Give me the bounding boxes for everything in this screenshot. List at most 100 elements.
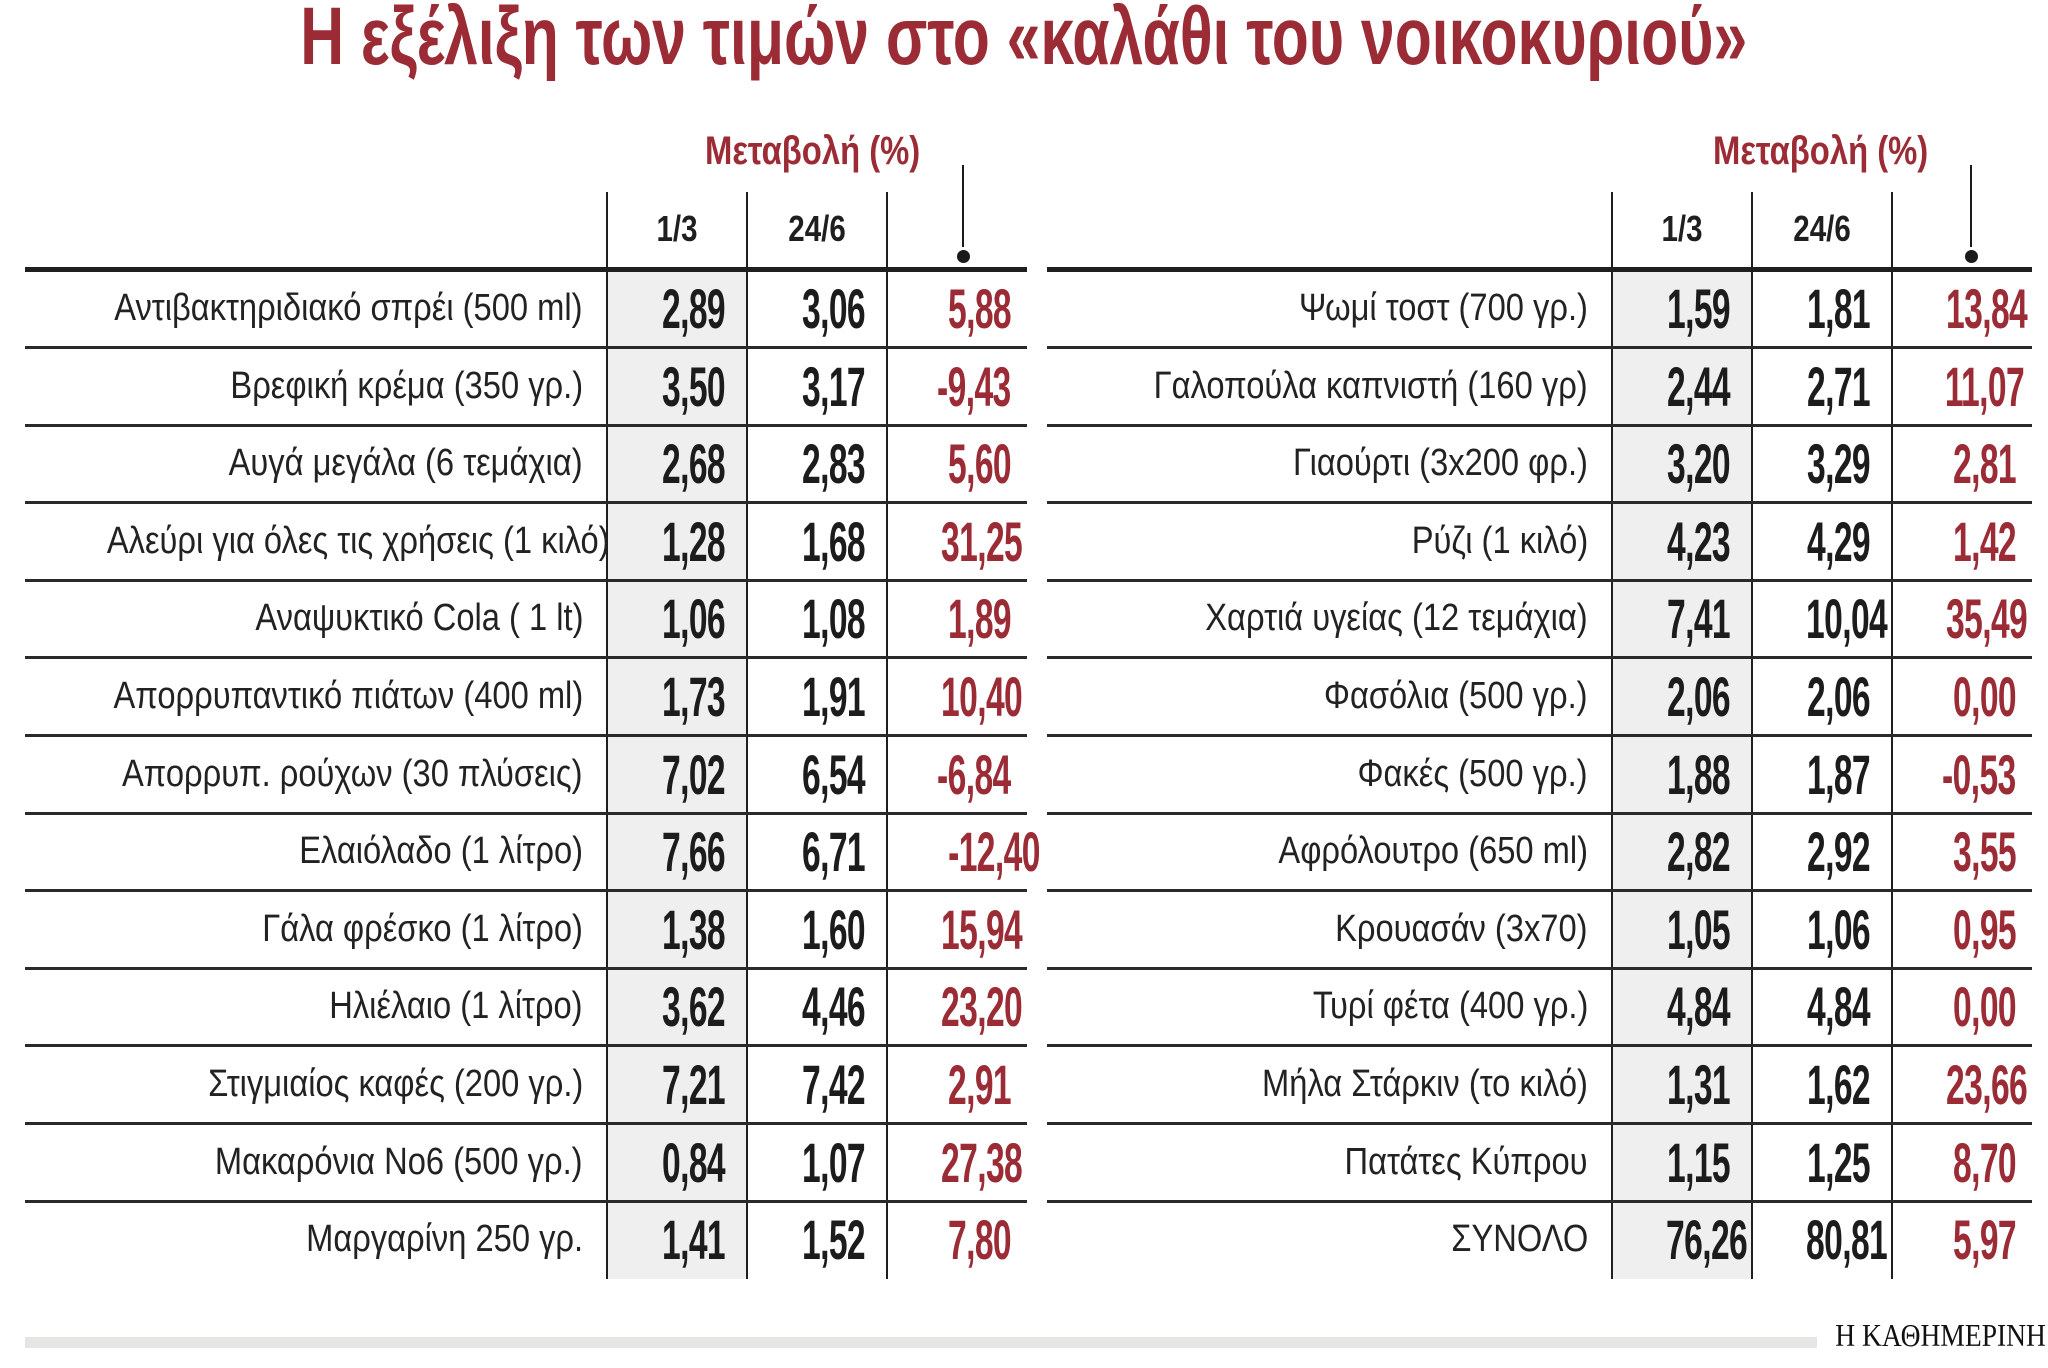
table-row: Μήλα Στάρκιν (το κιλό) 1,31 1,62 23,66 (1047, 1046, 2032, 1126)
price-date2: 4,29 (1807, 509, 1871, 573)
table-row: Απορρυπ. ρούχων (30 πλύσεις) 7,02 6,54 -6,8… (25, 736, 1027, 815)
price-date1: 1,15 (1667, 1130, 1731, 1194)
percent-change: 0,00 (1953, 975, 2017, 1039)
price-date2: 1,08 (802, 587, 866, 651)
row-divider (25, 734, 1027, 738)
price-date2: 3,17 (802, 354, 866, 418)
footer-bar (25, 1337, 1817, 1348)
item-label: Ελαιόλαδο (1 λίτρο) (299, 830, 583, 873)
price-date1: 4,84 (1667, 975, 1731, 1039)
row-divider (25, 966, 1027, 970)
price-date2: 1,87 (1807, 742, 1871, 806)
price-date2: 1,81 (1807, 277, 1871, 340)
price-date1: 1,31 (1667, 1053, 1731, 1116)
header-date1: 1/3 (1661, 208, 1703, 249)
price-date2: 1,62 (1807, 1053, 1871, 1116)
change-column-title: Μεταβολή (%) (1713, 129, 1929, 173)
header-rule (25, 267, 1027, 272)
date1-column-shade (1612, 272, 1752, 1279)
row-divider (25, 811, 1027, 815)
item-label: Πατάτες Κύπρου (1344, 1140, 1588, 1183)
row-divider (1047, 1044, 2032, 1048)
item-label: Ψωμί τοστ (700 γρ.) (1299, 287, 1588, 329)
price-date2: 1,60 (802, 897, 866, 961)
percent-change: 35,49 (1946, 587, 2028, 651)
percent-change: 2,91 (948, 1053, 1012, 1116)
table-row: Αναψυκτικό Cola ( 1 lt) 1,06 1,08 1,89 (25, 580, 1027, 660)
percent-change: 10,40 (941, 665, 1023, 728)
table-row: Αλεύρι για όλες τις χρήσεις (1 κιλό) 1,28… (25, 503, 1027, 582)
price-date1: 1,05 (1667, 897, 1731, 961)
percent-change: 0,95 (1953, 897, 2017, 961)
percent-change: 13,84 (1946, 277, 2028, 340)
header-date2: 24/6 (1793, 208, 1851, 249)
percent-change: 1,42 (1953, 509, 2017, 573)
item-label: Αφρόλουτρο (650 ml) (1278, 830, 1588, 873)
table-row: Φασόλια (500 γρ.) 2,06 2,06 0,00 (1047, 658, 2032, 738)
item-label: Αναψυκτικό Cola ( 1 lt) (254, 597, 583, 640)
price-date2: 3,06 (802, 277, 866, 340)
item-label: ΣΥΝΟΛΟ (1451, 1218, 1588, 1261)
price-date2: 6,71 (802, 820, 866, 884)
table-row: Ρύζι (1 κιλό) 4,23 4,29 1,42 (1047, 503, 2032, 582)
table-row: Φακές (500 γρ.) 1,88 1,87 -0,53 (1047, 736, 2032, 815)
item-label: Φασόλια (500 γρ.) (1324, 675, 1588, 717)
item-label: Μήλα Στάρκιν (το κιλό) (1262, 1063, 1588, 1105)
percent-change: 5,88 (948, 277, 1012, 340)
item-label: Αυγά μεγάλα (6 τεμάχια) (229, 442, 583, 485)
percent-change: 1,89 (948, 587, 1012, 651)
price-date1: 2,89 (662, 277, 726, 340)
change-column-title: Μεταβολή (%) (705, 129, 921, 173)
item-label: Ηλιέλαιο (1 λίτρο) (329, 985, 583, 1028)
price-date1: 1,28 (662, 509, 726, 573)
price-date2: 1,07 (802, 1130, 866, 1194)
price-date1: 1,06 (662, 587, 726, 651)
percent-change: 23,66 (1946, 1053, 2028, 1116)
price-date1: 7,41 (1667, 587, 1731, 651)
price-date1: 3,20 (1667, 432, 1731, 496)
row-divider (1047, 346, 2032, 350)
item-label: Απορρυπ. ρούχων (30 πλύσεις) (122, 752, 583, 795)
row-divider (1047, 1122, 2032, 1126)
row-divider (25, 889, 1027, 893)
table-row: Κρουασάν (3x70) 1,05 1,06 0,95 (1047, 891, 2032, 970)
price-date1: 1,38 (662, 897, 726, 961)
price-date1: 1,73 (662, 665, 726, 728)
price-date2: 4,84 (1807, 975, 1871, 1039)
item-label: Γιαούρτι (3x200 φρ.) (1293, 442, 1588, 485)
item-label: Κρουασάν (3x70) (1335, 907, 1588, 950)
item-label: Απορρυπαντικό πιάτων (400 ml) (113, 675, 583, 717)
percent-change: 23,20 (941, 975, 1023, 1039)
price-date2: 4,46 (802, 975, 866, 1039)
table-row: Ηλιέλαιο (1 λίτρο) 3,62 4,46 23,20 (25, 968, 1027, 1048)
item-label: Γάλα φρέσκο (1 λίτρο) (262, 907, 583, 950)
item-label: Βρεφική κρέμα (350 γρ.) (230, 364, 583, 407)
row-divider (25, 346, 1027, 350)
item-label: Γαλοπούλα καπνιστή (160 γρ) (1153, 364, 1588, 407)
percent-change: -9,43 (937, 354, 1011, 418)
price-date1: 4,23 (1667, 509, 1731, 573)
price-date1: 3,50 (662, 354, 726, 418)
row-divider (1047, 423, 2032, 427)
row-divider (25, 1199, 1027, 1203)
price-date1: 7,21 (662, 1053, 726, 1116)
item-label: Χαρτιά υγείας (12 τεμάχια) (1205, 597, 1588, 640)
price-date2: 1,06 (1807, 897, 1871, 961)
price-date2: 1,68 (802, 509, 866, 573)
row-divider (1047, 1199, 2032, 1203)
price-date2: 10,04 (1806, 587, 1888, 651)
table-row: Αντιβακτηριδιακό σπρέι (500 ml) 2,89 3,06 5… (25, 270, 1027, 350)
row-divider (25, 1044, 1027, 1048)
price-date1: 1,88 (1667, 742, 1731, 806)
change-marker-line (962, 165, 964, 257)
price-date2: 1,91 (802, 665, 866, 728)
price-date1: 2,82 (1667, 820, 1731, 884)
percent-change: 5,97 (1953, 1208, 2017, 1272)
row-divider (1047, 811, 2032, 815)
item-label: Ρύζι (1 κιλό) (1411, 519, 1588, 562)
table-row: Γιαούρτι (3x200 φρ.) 3,20 3,29 2,81 (1047, 425, 2032, 505)
price-date2: 7,42 (802, 1053, 866, 1116)
change-marker-line (1970, 165, 1972, 257)
price-date1: 7,02 (662, 742, 726, 806)
row-divider (25, 1122, 1027, 1126)
